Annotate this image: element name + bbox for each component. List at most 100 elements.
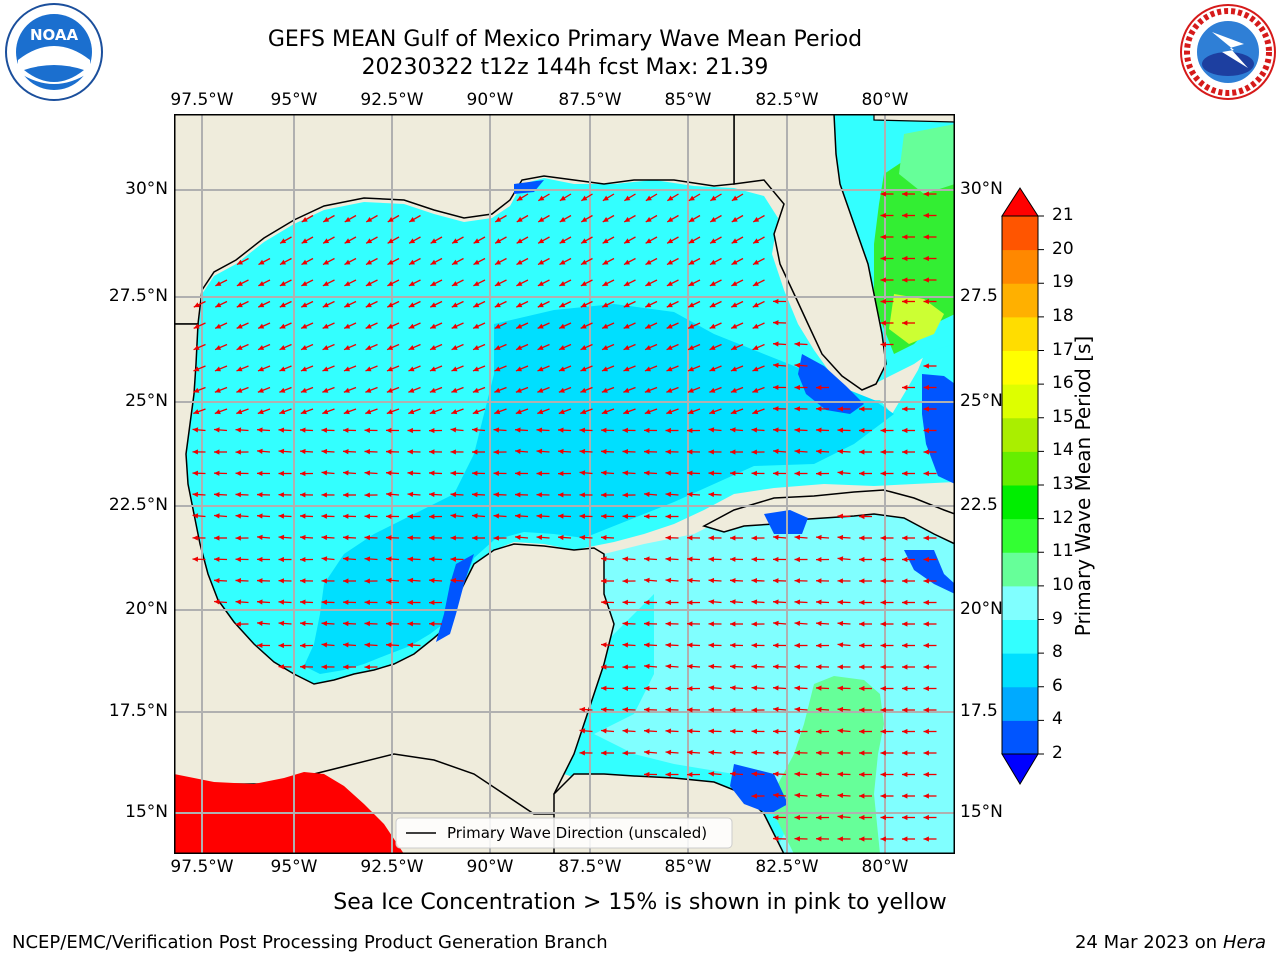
wave-arrow-head <box>624 238 631 244</box>
footer-host: Hera <box>1222 932 1266 953</box>
wave-arrow-head <box>279 387 286 393</box>
wave-arrow-head <box>321 492 327 498</box>
wave-arrow-head <box>236 345 243 350</box>
wave-arrow-head <box>688 259 695 265</box>
wave-arrow-head <box>816 814 822 821</box>
wave-arrow-head <box>773 384 779 391</box>
noaa-logo: NOAA <box>4 2 104 102</box>
wave-arrow-head <box>473 323 480 329</box>
wave-arrow-head <box>386 470 392 476</box>
wave-arrow-head <box>322 366 329 372</box>
wave-arrow-head <box>450 491 457 498</box>
wave-arrow-head <box>709 409 716 415</box>
lat-tick-left: 17.5°N <box>108 701 168 721</box>
wave-arrow-head <box>343 599 349 605</box>
wave-arrow-head <box>579 492 585 498</box>
wave-arrow-head <box>278 620 285 627</box>
wave-arrow-head <box>558 448 564 455</box>
wave-arrow-head <box>923 793 929 799</box>
wave-arrow-head <box>880 470 886 477</box>
wave-arrow-head <box>923 470 929 477</box>
wave-arrow-head <box>235 621 241 627</box>
wave-arrow-head <box>859 556 865 563</box>
wave-arrow-head <box>902 793 908 799</box>
wave-arrow-head <box>730 577 736 584</box>
wave-arrow-head <box>558 470 564 477</box>
wave-arrow-head <box>516 345 523 350</box>
wave-arrow-head <box>622 556 629 562</box>
wave-arrow-head <box>365 302 372 308</box>
wave-arrow-head <box>364 578 370 584</box>
wave-arrow-head <box>280 238 287 244</box>
wave-arrow-head <box>192 491 199 498</box>
wave-arrow-head <box>602 217 609 222</box>
wave-arrow-head <box>258 259 265 265</box>
wave-arrow-head <box>902 320 908 326</box>
wave-arrow-head <box>601 685 607 691</box>
wave-arrow-head <box>386 409 393 415</box>
wave-arrow-head <box>751 793 757 799</box>
wave-arrow-head <box>902 449 908 455</box>
wave-arrow-head <box>365 281 372 286</box>
wave-arrow-head <box>687 556 693 562</box>
wave-arrow-head <box>278 599 285 605</box>
wave-arrow-head <box>601 366 608 372</box>
shallow-bay-campeche <box>436 554 474 642</box>
wave-arrow-head <box>364 664 370 670</box>
colorbar-label: Primary Wave Mean Period [s] <box>1071 335 1095 637</box>
wave-arrow-head <box>495 238 502 244</box>
wave-arrow-head <box>408 259 415 265</box>
wave-arrow-head <box>708 642 714 648</box>
wave-arrow-head <box>687 470 693 476</box>
wave-arrow-head <box>602 323 609 329</box>
wave-arrow-head <box>343 664 349 670</box>
wave-arrow-head <box>579 470 586 476</box>
wave-arrow-head <box>258 302 265 308</box>
wave-arrow-head <box>902 642 908 649</box>
wave-arrow-head <box>902 578 908 584</box>
wave-arrow-head <box>192 556 198 562</box>
wave-arrow-head <box>407 577 414 584</box>
wave-arrow-head <box>794 620 801 627</box>
wave-arrow-head <box>665 577 672 584</box>
wave-arrow-head <box>601 578 607 584</box>
wave-arrow-head <box>558 492 564 498</box>
colorbar-bin <box>1002 518 1038 553</box>
wave-arrow-head <box>709 366 716 372</box>
wave-arrow-head <box>236 409 243 415</box>
wave-arrow-head <box>343 642 349 648</box>
colorbar-bin <box>1002 653 1038 688</box>
wave-arrow-head <box>923 814 929 821</box>
wave-arrow-head <box>429 366 436 372</box>
wave-arrow-head <box>794 448 801 455</box>
wave-arrow-head <box>645 281 652 286</box>
wave-arrow-head <box>235 556 241 562</box>
wave-arrow-head <box>516 323 523 329</box>
wave-arrow-head <box>773 664 779 670</box>
colorbar-tick-label: 19 <box>1052 272 1074 293</box>
florida-land <box>733 114 887 391</box>
wave-arrow-head <box>794 814 800 821</box>
wave-arrow-head <box>343 534 349 541</box>
map-panel: Primary Wave Direction (unscaled) <box>174 114 955 854</box>
lat-tick-left: 30°N <box>125 179 168 199</box>
wave-arrow-head <box>409 217 416 222</box>
wave-arrow-head <box>730 449 736 455</box>
wave-arrow-head <box>494 302 501 308</box>
wave-arrow-head <box>537 366 544 372</box>
wave-arrow-head <box>794 642 800 649</box>
wave-arrow-head <box>429 491 435 498</box>
wave-arrow-head <box>450 449 456 455</box>
wave-arrow-head <box>387 302 394 308</box>
wave-arrow-head <box>644 771 650 778</box>
wave-arrow-head <box>731 281 738 286</box>
wave-arrow-head <box>559 195 566 201</box>
wave-arrow-head <box>710 217 717 222</box>
wave-arrow-head <box>258 345 265 350</box>
wave-arrow-head <box>322 302 329 308</box>
wave-arrow-head <box>493 427 500 433</box>
wave-arrow-head <box>794 578 800 584</box>
wave-arrow-head <box>816 427 822 433</box>
wave-arrow-head <box>387 345 394 350</box>
wave-arrow-head <box>344 238 351 244</box>
